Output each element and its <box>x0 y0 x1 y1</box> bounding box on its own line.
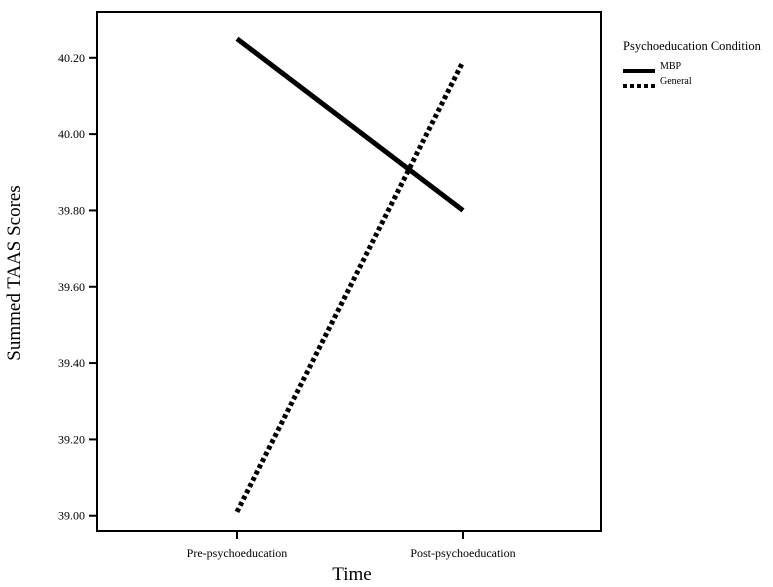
x-axis-title: Time <box>332 564 371 585</box>
y-axis: 39.00 39.20 39.40 39.60 39.80 40.00 40.20 <box>58 51 97 523</box>
x-tick-label: Post-psychoeducation <box>410 546 515 560</box>
y-axis-title: Summed TAAS Scores <box>4 185 25 360</box>
y-tick-label: 39.60 <box>58 280 85 294</box>
y-tick-label: 40.20 <box>58 51 85 65</box>
series-line-general <box>234 60 466 514</box>
legend: MBP General <box>623 61 692 88</box>
y-tick-label: 39.00 <box>58 509 85 523</box>
legend-label: MBP <box>660 61 682 72</box>
y-tick-label: 39.20 <box>58 432 85 446</box>
plot-area-frame <box>96 11 602 532</box>
legend-label: General <box>660 76 692 87</box>
y-tick-label: 40.00 <box>58 127 85 141</box>
series-layer <box>234 36 466 514</box>
legend-title: Psychoeducation Condition <box>623 39 762 53</box>
x-axis: Pre-psychoeducation Post-psychoeducation <box>187 531 516 560</box>
y-tick-label: 39.40 <box>58 356 85 370</box>
y-tick-label: 39.80 <box>58 203 85 217</box>
x-tick-label: Pre-psychoeducation <box>187 546 288 560</box>
series-line-mbp <box>235 36 465 213</box>
